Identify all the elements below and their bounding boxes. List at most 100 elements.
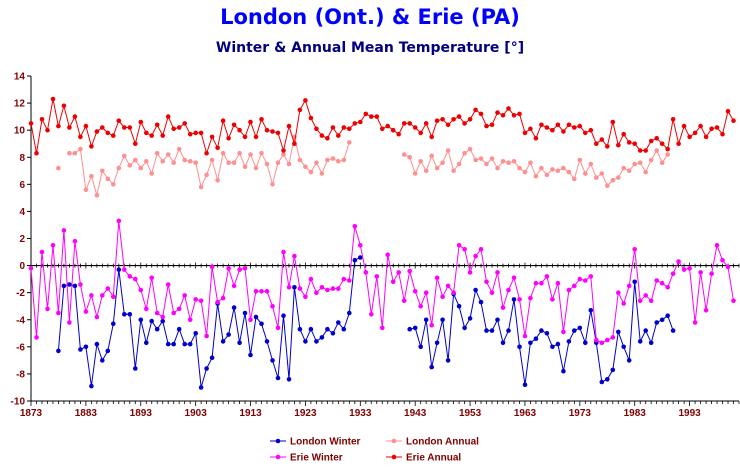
data-point — [429, 322, 435, 328]
data-point — [165, 282, 171, 287]
data-point — [237, 267, 242, 272]
data-point — [462, 247, 467, 252]
data-point — [484, 161, 489, 167]
legend: London Winter London Annual Erie Winter Eri… — [270, 437, 479, 464]
data-point — [533, 136, 539, 141]
data-point — [325, 136, 330, 141]
data-point — [187, 131, 193, 137]
data-point — [325, 157, 330, 163]
data-point — [39, 249, 45, 255]
data-point — [138, 317, 144, 323]
data-point — [187, 159, 193, 164]
data-point — [220, 295, 226, 301]
data-point — [314, 126, 319, 132]
data-point — [566, 122, 572, 128]
data-point — [78, 146, 83, 152]
data-point — [423, 121, 429, 126]
series-erie-annual — [28, 96, 736, 156]
data-point — [583, 130, 588, 136]
data-point — [621, 131, 626, 137]
data-point — [242, 164, 248, 169]
data-point — [116, 267, 122, 272]
data-point — [127, 163, 133, 168]
data-point — [72, 283, 78, 289]
data-point — [89, 144, 94, 149]
data-point — [198, 130, 204, 136]
data-point — [418, 159, 424, 164]
data-point — [100, 358, 105, 363]
data-point — [127, 312, 133, 317]
data-point — [599, 379, 605, 385]
data-point — [407, 155, 413, 160]
data-point — [116, 218, 122, 224]
legend-label: Erie Winter — [290, 453, 343, 464]
data-point — [429, 134, 435, 140]
data-point — [281, 148, 286, 153]
data-point — [725, 108, 731, 114]
data-point — [703, 308, 709, 313]
data-point — [209, 264, 215, 270]
series-layer — [28, 96, 736, 390]
data-point — [550, 344, 555, 350]
data-point — [462, 121, 467, 126]
data-point — [303, 294, 308, 300]
data-point — [670, 271, 676, 277]
data-point — [412, 125, 418, 130]
data-point — [253, 134, 259, 140]
data-point — [270, 358, 275, 363]
y-tick-label: 0 — [19, 261, 25, 272]
data-point — [626, 358, 632, 363]
data-point — [495, 270, 500, 275]
data-point — [632, 279, 637, 285]
data-point — [297, 286, 303, 291]
data-point — [506, 287, 511, 293]
data-point — [396, 270, 402, 275]
data-point — [325, 326, 330, 332]
data-point — [275, 375, 281, 381]
data-point — [45, 127, 50, 133]
data-point — [154, 310, 160, 316]
data-point — [665, 313, 670, 319]
data-point — [78, 282, 83, 287]
data-point — [566, 169, 572, 175]
data-point — [462, 325, 467, 331]
data-point — [380, 325, 385, 331]
y-tick-label: -6 — [16, 342, 25, 353]
data-point — [198, 298, 204, 304]
data-point — [533, 336, 539, 342]
data-point — [34, 335, 39, 340]
data-point — [264, 339, 270, 344]
data-point — [440, 317, 445, 323]
data-point — [594, 337, 599, 343]
data-point — [374, 114, 380, 119]
data-point — [577, 157, 583, 163]
data-point — [176, 306, 182, 312]
data-point — [204, 150, 209, 156]
data-point — [149, 275, 154, 281]
data-point — [116, 165, 122, 171]
data-point — [555, 280, 561, 286]
data-point — [407, 326, 413, 332]
data-point — [594, 141, 599, 146]
data-point — [56, 123, 61, 129]
data-point — [539, 280, 544, 286]
data-point — [270, 182, 275, 187]
data-point — [237, 340, 242, 346]
data-point — [456, 161, 462, 167]
data-point — [632, 141, 637, 146]
x-tick-label: 1903 — [185, 408, 208, 419]
data-point — [659, 317, 665, 323]
data-point — [149, 171, 154, 176]
x-tick-label: 1923 — [294, 408, 317, 419]
data-point — [511, 297, 517, 302]
data-point — [83, 344, 89, 350]
data-point — [220, 150, 226, 156]
data-point — [242, 134, 248, 140]
data-point — [358, 243, 363, 248]
data-point — [429, 153, 435, 159]
data-point — [138, 287, 144, 293]
data-point — [654, 278, 659, 283]
data-point — [286, 377, 292, 382]
data-point — [517, 165, 522, 171]
data-point — [319, 335, 325, 340]
